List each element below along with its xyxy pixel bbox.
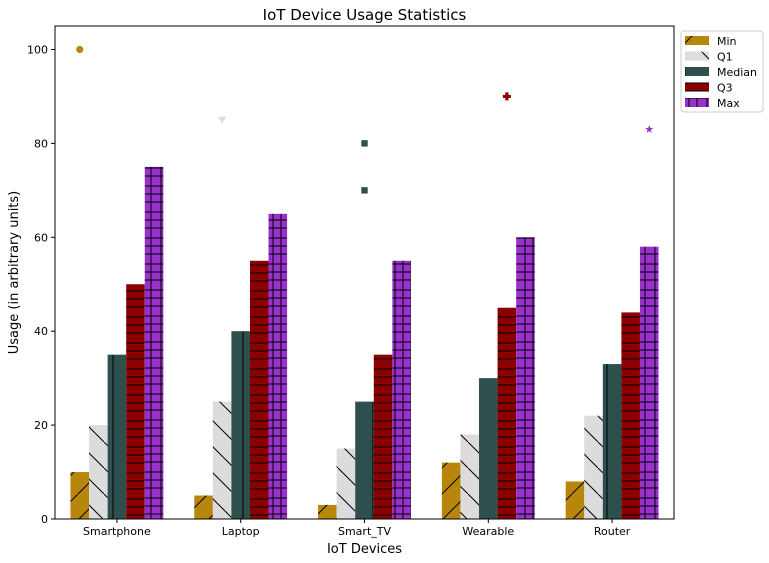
bar-min-smart_tv — [318, 504, 337, 519]
y-tick-label: 60 — [34, 231, 48, 244]
x-tick-label: Wearable — [462, 525, 514, 538]
legend-label-min: Min — [717, 35, 737, 48]
bar-q1-wearable — [460, 434, 480, 519]
bar-q1-smartphone — [89, 425, 108, 519]
x-tick-label: Smartphone — [83, 525, 151, 538]
y-tick-label: 100 — [27, 43, 48, 56]
bar-max-laptop — [268, 213, 288, 519]
x-tick-label: Smart_TV — [338, 525, 391, 538]
bar-q1-laptop — [212, 401, 232, 519]
legend-label-q3: Q3 — [717, 82, 733, 95]
bar-q3-smart_tv — [373, 354, 393, 519]
bar-max-smart_tv — [392, 260, 411, 519]
outliers-layer — [76, 45, 654, 194]
legend-swatch-min — [685, 36, 709, 45]
legend: Min Q1 Median Q3 Max — [680, 30, 764, 113]
bar-min-smartphone — [70, 472, 90, 519]
y-axis: 0 20 40 60 80 100 — [27, 43, 55, 526]
bar-q3-laptop — [249, 260, 269, 519]
bar-median-smart_tv — [355, 401, 374, 519]
x-axis-title: IoT Devices — [327, 542, 402, 557]
bar-median-wearable — [479, 378, 498, 519]
legend-label-q1: Q1 — [717, 51, 733, 64]
bar-q1-smart_tv — [336, 448, 356, 519]
bar-median-router — [602, 364, 622, 519]
outlier-marker-3 — [361, 187, 368, 194]
outlier-marker-4 — [502, 92, 511, 101]
y-tick-label: 20 — [34, 419, 48, 432]
bar-min-router — [565, 481, 585, 519]
x-tick-label: Laptop — [222, 525, 260, 538]
legend-label-max: Max — [717, 97, 740, 110]
legend-swatch-q3 — [685, 82, 709, 92]
y-tick-label: 40 — [34, 325, 48, 338]
x-tick-label: Router — [594, 525, 631, 538]
bar-median-smartphone — [107, 354, 127, 519]
bar-q1-router — [584, 415, 603, 519]
outlier-marker-0 — [76, 45, 84, 54]
outlier-marker-2 — [361, 140, 368, 147]
bars-layer — [70, 166, 659, 520]
bar-q3-wearable — [497, 307, 517, 519]
x-axis: Smartphone Laptop Smart_TV Wearable Router — [83, 519, 631, 538]
bar-q3-router — [621, 312, 640, 519]
legend-label-median: Median — [717, 66, 757, 79]
outlier-marker-5 — [645, 125, 654, 133]
y-tick-label: 80 — [34, 137, 48, 150]
outlier-marker-1 — [218, 116, 226, 124]
legend-swatch-max — [685, 98, 709, 107]
chart-title: IoT Device Usage Statistics — [263, 6, 467, 24]
bar-max-wearable — [516, 237, 535, 520]
bar-q3-smartphone — [126, 284, 145, 519]
bar-max-smartphone — [144, 166, 164, 520]
legend-swatch-median — [685, 67, 709, 76]
legend-swatch-q1 — [685, 51, 709, 61]
legend-box — [680, 30, 764, 113]
y-tick-label: 0 — [41, 513, 48, 526]
y-axis-title: Usage (in arbitrary units) — [7, 191, 22, 354]
bar-min-laptop — [194, 495, 213, 519]
bar-max-router — [639, 246, 659, 519]
bar-min-wearable — [441, 462, 461, 519]
bar-median-laptop — [231, 331, 250, 519]
